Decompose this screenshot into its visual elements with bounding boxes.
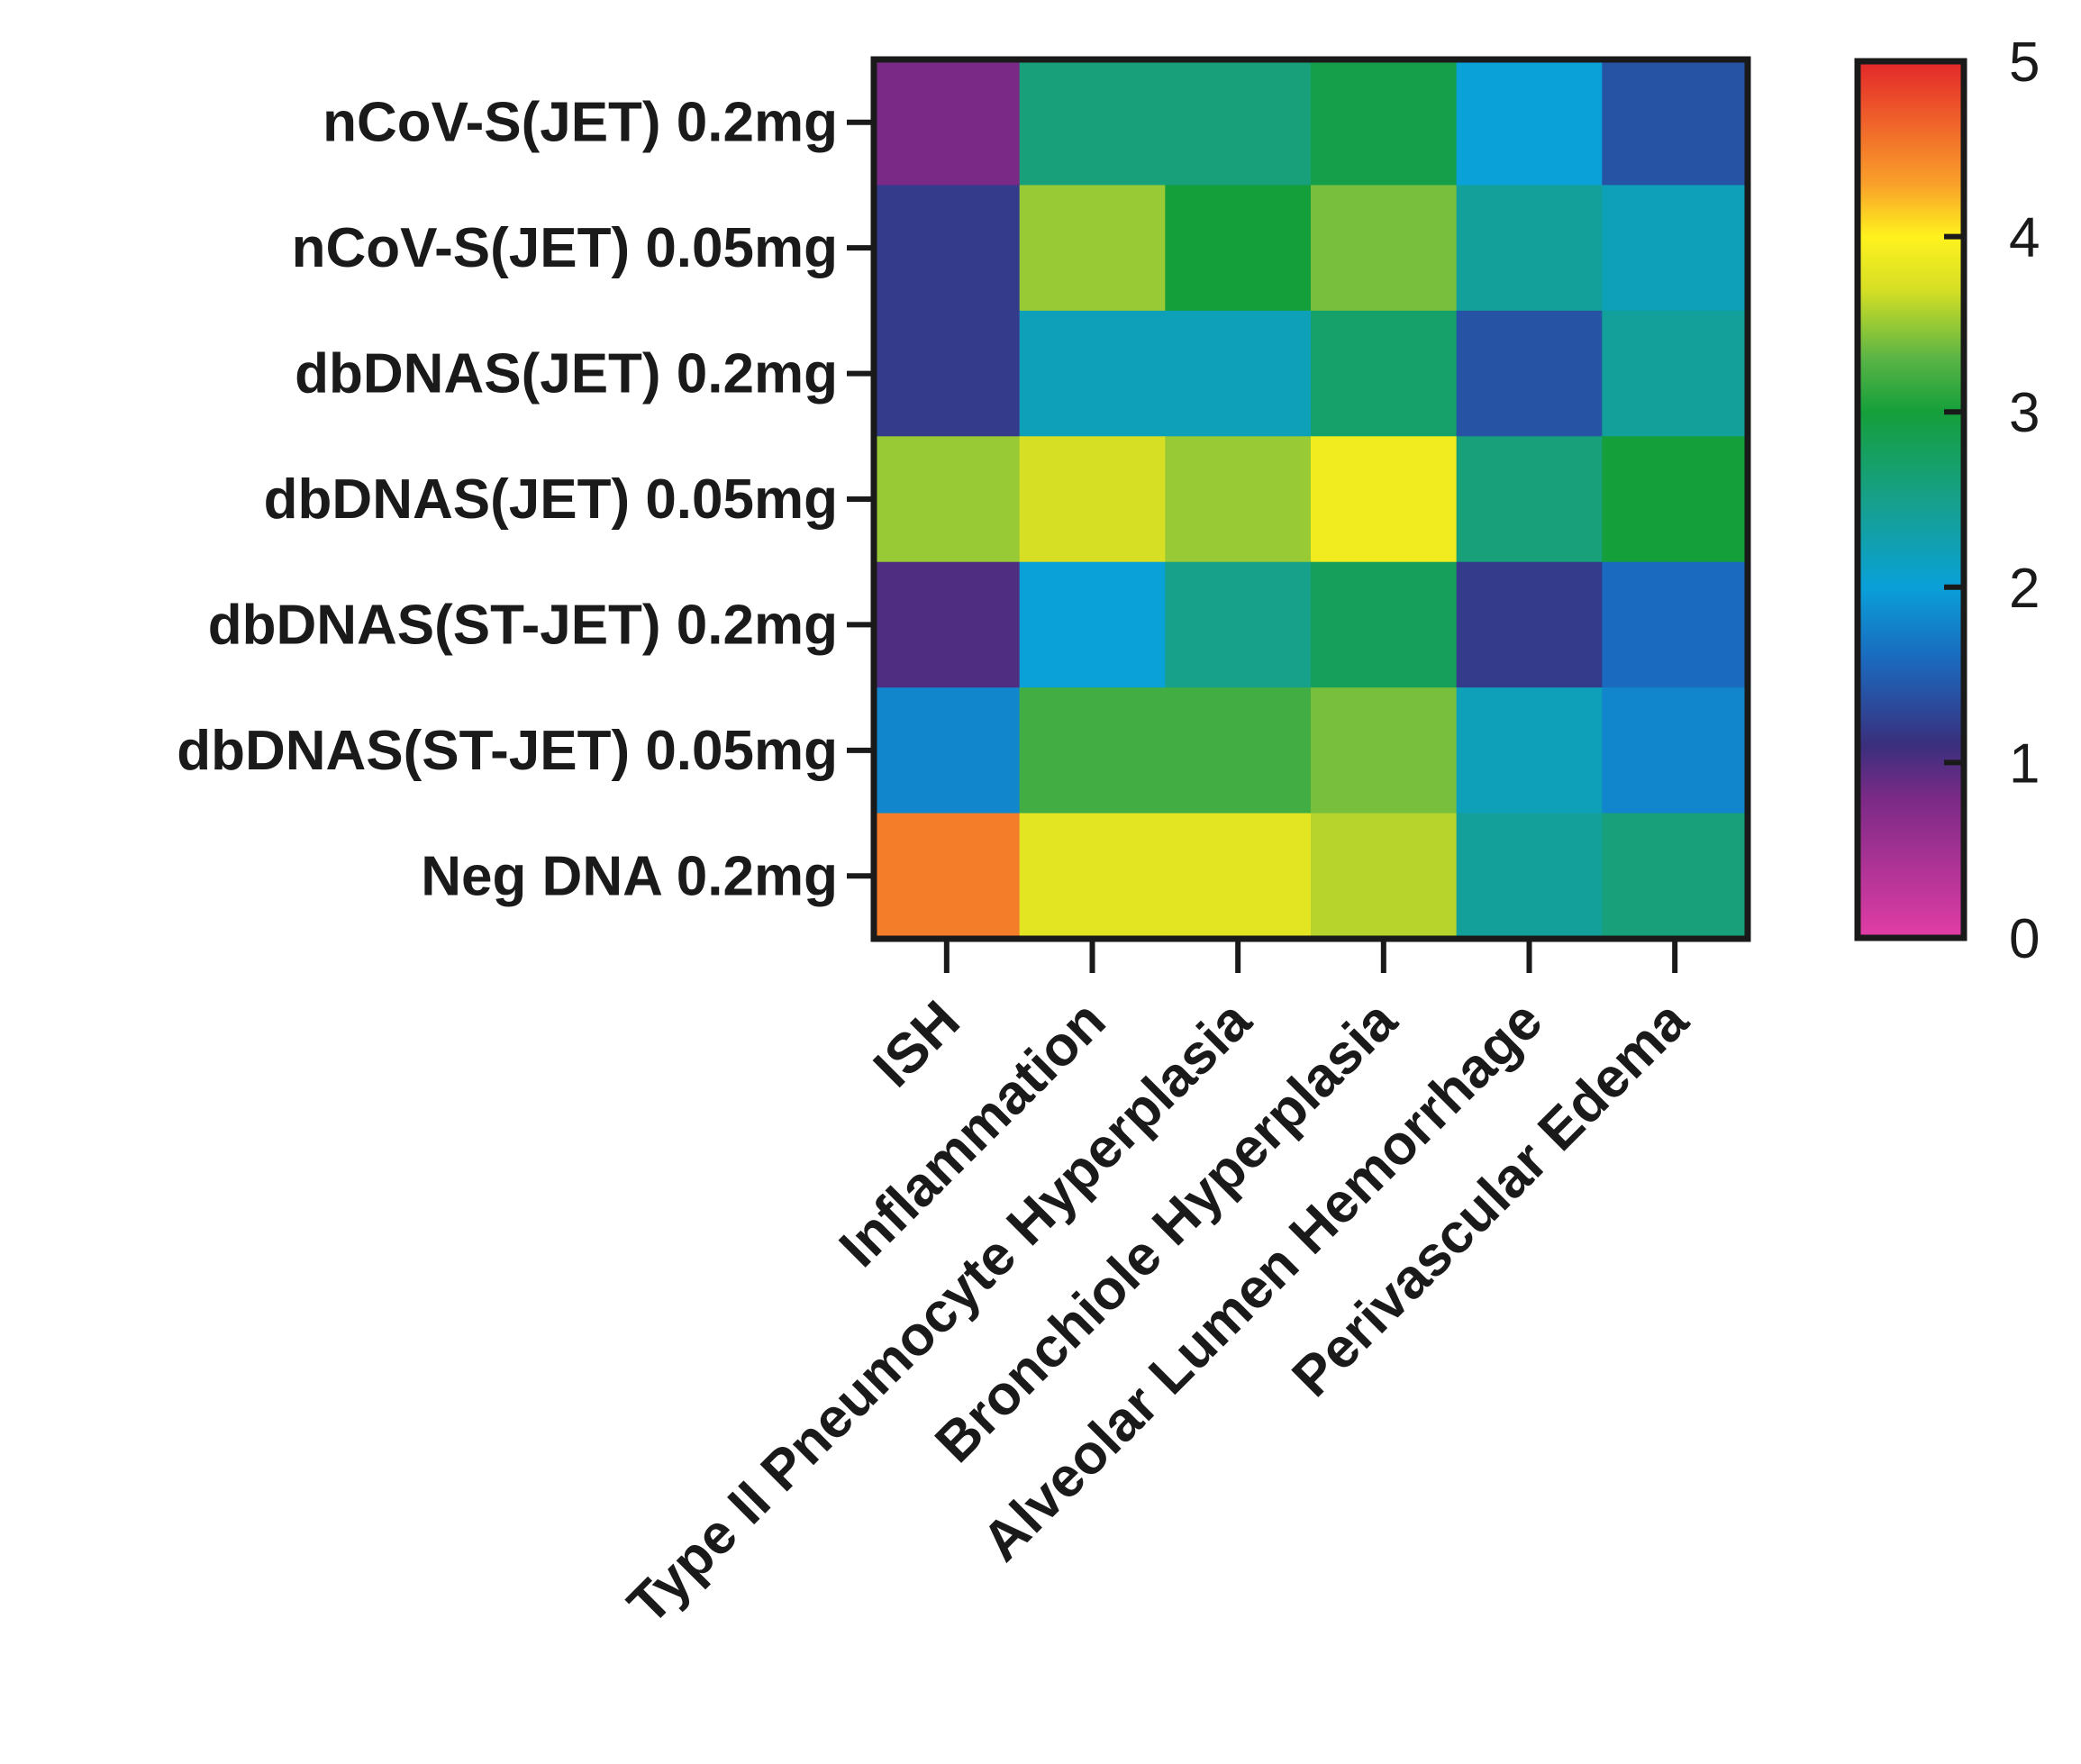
heatmap-cell [1311, 185, 1458, 312]
colorbar-gradient [1858, 61, 1964, 938]
column-label: ISH [862, 989, 972, 1099]
heatmap-cell [1602, 687, 1749, 814]
heatmap-cell [1311, 687, 1458, 814]
heatmap-cell [1456, 185, 1603, 312]
heatmap-cell [1165, 813, 1312, 940]
colorbar-tick-label: 4 [2009, 207, 2040, 269]
row-label: dbDNAS(JET) 0.2mg [295, 343, 838, 405]
heatmap-cell [1165, 185, 1312, 312]
row-label: nCoV-S(JET) 0.2mg [323, 92, 838, 154]
heatmap-cell [874, 813, 1021, 940]
heatmap-cell [1165, 310, 1312, 437]
heatmap-cell [1311, 310, 1458, 437]
heatmap-cell [874, 59, 1021, 186]
colorbar-tick-label: 0 [2009, 908, 2040, 970]
row-label: dbDNAS(ST-JET) 0.05mg [177, 720, 838, 782]
column-label: Type II Pneumocyte Hyperplasia [616, 989, 1263, 1636]
colorbar-tick-label: 5 [2009, 32, 2040, 94]
row-label: dbDNAS(JET) 0.05mg [264, 468, 838, 531]
heatmap-cell [874, 436, 1021, 563]
heatmap-cell [1311, 59, 1458, 186]
heatmap-cell [1456, 436, 1603, 563]
heatmap-cell [1602, 813, 1749, 940]
heatmap-cell [1019, 185, 1166, 312]
colorbar: 0 1 2 3 4 5 [1854, 32, 2040, 970]
row-label: dbDNAS(ST-JET) 0.2mg [208, 594, 838, 656]
heatmap-cell [1602, 59, 1749, 186]
heatmap-cell [1456, 310, 1603, 437]
heatmap-cell [1019, 436, 1166, 563]
row-axis: nCoV-S(JET) 0.2mg nCoV-S(JET) 0.05mg dbDNA… [177, 92, 874, 907]
colorbar-frame [1854, 58, 1967, 941]
heatmap-cell [874, 687, 1021, 814]
heatmap-cell [1602, 185, 1749, 312]
heatmap-cell [1602, 561, 1749, 688]
heatmap-cell [1456, 813, 1603, 940]
row-label: Neg DNA 0.2mg [421, 845, 838, 907]
heatmap-cell [1456, 59, 1603, 186]
heatmap-cell [1602, 436, 1749, 563]
heatmap-cells [874, 59, 1749, 940]
heatmap-cell [1019, 561, 1166, 688]
colorbar-tick-label: 3 [2009, 382, 2040, 444]
row-label: nCoV-S(JET) 0.05mg [292, 217, 838, 279]
heatmap-cell [1019, 687, 1166, 814]
heatmap-cell [1311, 813, 1458, 940]
heatmap-cell [1311, 561, 1458, 688]
heatmap-cell [1456, 687, 1603, 814]
heatmap-cell [1019, 813, 1166, 940]
heatmap-cell [1165, 687, 1312, 814]
colorbar-tick-label: 2 [2009, 558, 2040, 620]
heatmap-cell [1019, 59, 1166, 186]
heatmap-cell [874, 310, 1021, 437]
heatmap-cell [1602, 310, 1749, 437]
heatmap-cell [874, 561, 1021, 688]
heatmap-cell [1456, 561, 1603, 688]
heatmap-cell [1019, 310, 1166, 437]
heatmap-cell [1165, 436, 1312, 563]
heatmap-cell [1311, 436, 1458, 563]
heatmap-cell [1165, 561, 1312, 688]
heatmap-cell [1165, 59, 1312, 186]
colorbar-tick-label: 1 [2009, 732, 2040, 795]
heatmap-cell [874, 185, 1021, 312]
